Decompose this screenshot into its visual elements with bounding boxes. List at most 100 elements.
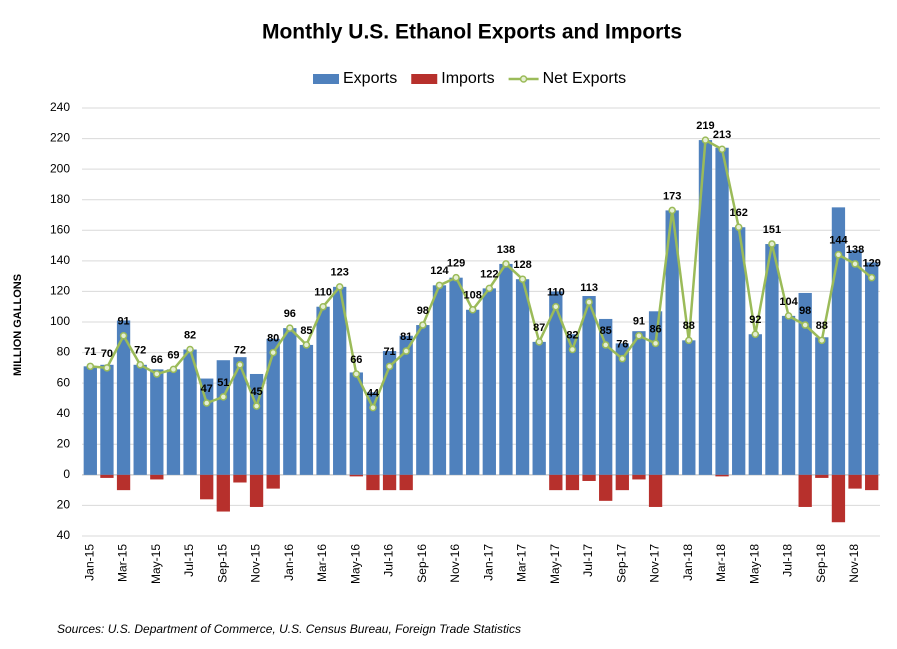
x-tick-label: Jul-16	[382, 544, 396, 577]
bar	[765, 244, 779, 475]
bar	[798, 292, 812, 475]
x-tick-label: Jul-15	[182, 544, 196, 577]
bar	[599, 474, 613, 501]
bar	[532, 341, 546, 475]
point	[136, 361, 144, 369]
bar	[831, 207, 846, 475]
point	[169, 365, 178, 374]
point	[585, 298, 593, 306]
x-tick-label: Nov-18	[847, 544, 861, 583]
data-label: 86	[649, 323, 661, 335]
bar	[283, 328, 297, 475]
bar	[100, 364, 114, 475]
point	[86, 362, 95, 371]
bar	[183, 349, 197, 475]
x-tick-label: May-18	[747, 544, 761, 584]
bar	[632, 331, 646, 475]
legend-label: Exports	[343, 70, 397, 87]
x-tick-label: Jul-17	[581, 544, 595, 577]
data-label: 66	[350, 354, 362, 366]
x-tick-label: May-17	[548, 544, 562, 584]
point	[784, 312, 793, 320]
bar	[200, 474, 214, 500]
bar	[665, 210, 679, 475]
data-label: 108	[464, 290, 482, 302]
bar	[831, 474, 846, 523]
bar	[615, 343, 629, 475]
data-label: 128	[513, 259, 531, 271]
bar	[682, 340, 696, 475]
data-label: 98	[417, 305, 429, 317]
data-label: 88	[683, 320, 695, 332]
bar	[399, 335, 413, 475]
bar	[648, 311, 663, 475]
bar	[299, 344, 314, 475]
point	[402, 347, 410, 355]
point	[435, 281, 444, 290]
y-tick-label: 120	[50, 284, 70, 298]
data-label: 45	[250, 386, 262, 398]
point	[552, 302, 560, 311]
data-label: 81	[400, 331, 412, 343]
bar	[732, 227, 746, 475]
bar	[565, 474, 580, 491]
x-tick-label: Jan-16	[282, 544, 296, 581]
point	[352, 370, 361, 378]
data-label: 129	[863, 258, 881, 270]
bar	[449, 277, 463, 475]
data-label: 91	[633, 316, 645, 328]
bar	[116, 474, 131, 491]
point	[601, 341, 610, 349]
x-tick-label: Mar-18	[714, 544, 728, 582]
bar	[748, 334, 762, 475]
point	[768, 240, 776, 248]
data-label: 162	[730, 207, 748, 219]
bar	[632, 474, 646, 480]
bar	[100, 474, 114, 478]
bar	[515, 279, 530, 475]
y-tick-label: 220	[50, 131, 70, 145]
data-label: 85	[300, 325, 312, 337]
point	[801, 321, 809, 329]
point	[335, 283, 344, 291]
bar	[648, 474, 663, 507]
y-tick-label: 40	[57, 528, 71, 542]
point	[834, 250, 843, 259]
bar	[233, 357, 247, 475]
data-label: 85	[600, 325, 612, 337]
bar	[266, 474, 280, 489]
point	[635, 332, 643, 340]
bar	[216, 474, 230, 512]
point	[319, 302, 327, 311]
point	[302, 341, 311, 349]
data-label: 123	[331, 267, 349, 279]
x-tick-label: Sep-17	[614, 544, 628, 583]
point	[535, 338, 543, 346]
legend-label: Net Exports	[543, 70, 627, 87]
data-label: 70	[101, 348, 113, 360]
point	[718, 145, 726, 154]
bar	[715, 147, 729, 475]
bar	[499, 263, 513, 475]
point	[751, 330, 760, 338]
bar	[249, 474, 264, 507]
data-label: 82	[184, 329, 196, 341]
x-tick-label: Jan-18	[681, 544, 695, 581]
bar	[116, 320, 131, 475]
point	[153, 370, 161, 378]
data-label: 110	[314, 287, 332, 299]
bar	[466, 309, 480, 475]
x-tick-label: Nov-17	[648, 544, 662, 583]
bar	[382, 474, 397, 491]
data-label: 51	[217, 377, 229, 389]
point	[502, 260, 510, 268]
y-tick-label: 20	[57, 436, 71, 450]
bar	[599, 318, 613, 475]
bar	[549, 291, 563, 475]
y-tick-label: 20	[57, 498, 71, 512]
x-tick-label: May-15	[149, 544, 163, 584]
y-tick-label: 160	[50, 222, 70, 236]
point	[252, 402, 261, 410]
data-label: 76	[616, 339, 628, 351]
